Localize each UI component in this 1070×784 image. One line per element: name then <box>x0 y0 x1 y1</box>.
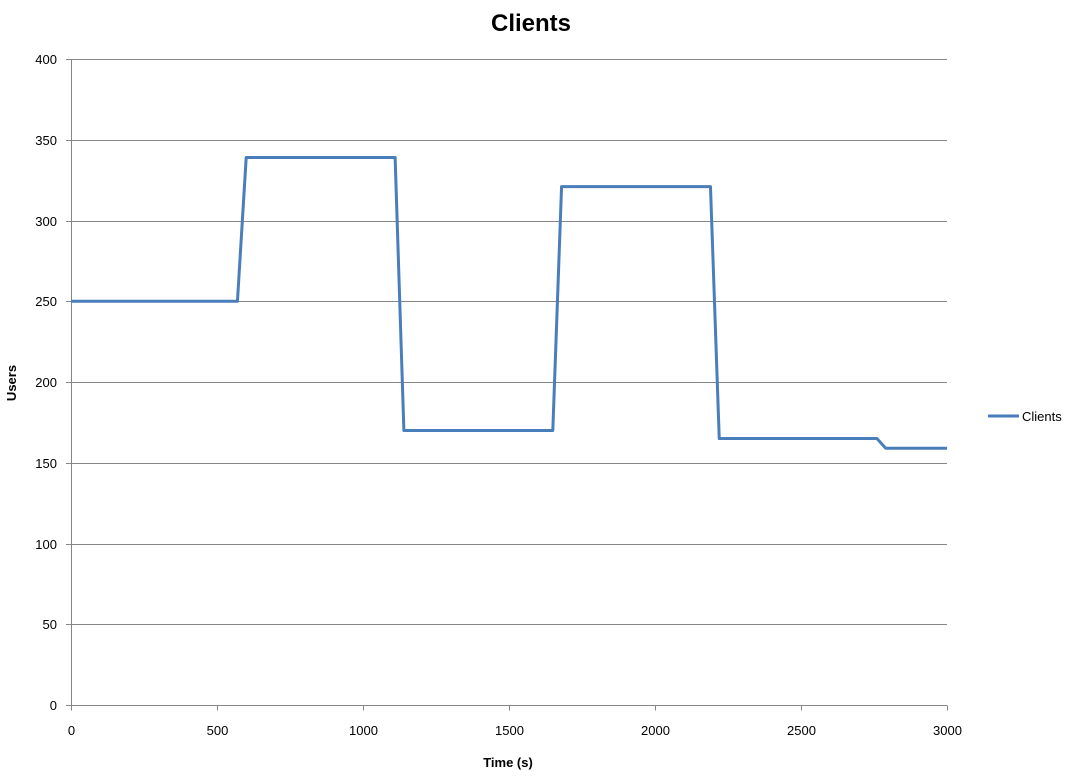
y-tick-label-150: 150 <box>35 456 57 471</box>
x-tick-label-1000: 1000 <box>349 723 378 738</box>
y-tick-label-300: 300 <box>35 214 57 229</box>
x-tick-label-2500: 2500 <box>787 723 816 738</box>
series-line-clients <box>71 156 947 450</box>
legend: Clients <box>988 409 1062 424</box>
x-axis-title: Time (s) <box>483 755 533 770</box>
x-tick-label-0: 0 <box>68 723 75 738</box>
x-tick-label-2000: 2000 <box>641 723 670 738</box>
y-tick-label-350: 350 <box>35 133 57 148</box>
x-tick-label-3000: 3000 <box>933 723 962 738</box>
series-lines <box>71 156 947 450</box>
y-axis-title: Users <box>4 365 19 401</box>
y-axis-tick-labels: 0 50 100 150 200 250 300 350 400 <box>35 52 57 713</box>
y-tick-label-400: 400 <box>35 52 57 67</box>
y-tick-label-100: 100 <box>35 537 57 552</box>
legend-label-clients: Clients <box>1022 409 1062 424</box>
chart-title: Clients <box>491 10 571 37</box>
y-tick-label-250: 250 <box>35 294 57 309</box>
y-tick-label-50: 50 <box>43 617 57 632</box>
axes <box>66 59 948 711</box>
y-tick-label-200: 200 <box>35 375 57 390</box>
x-tick-label-500: 500 <box>207 723 229 738</box>
x-tick-label-1500: 1500 <box>495 723 524 738</box>
gridlines <box>71 59 947 625</box>
x-axis-tick-labels: 0 500 1000 1500 2000 2500 3000 <box>68 723 962 738</box>
y-tick-label-0: 0 <box>50 698 57 713</box>
